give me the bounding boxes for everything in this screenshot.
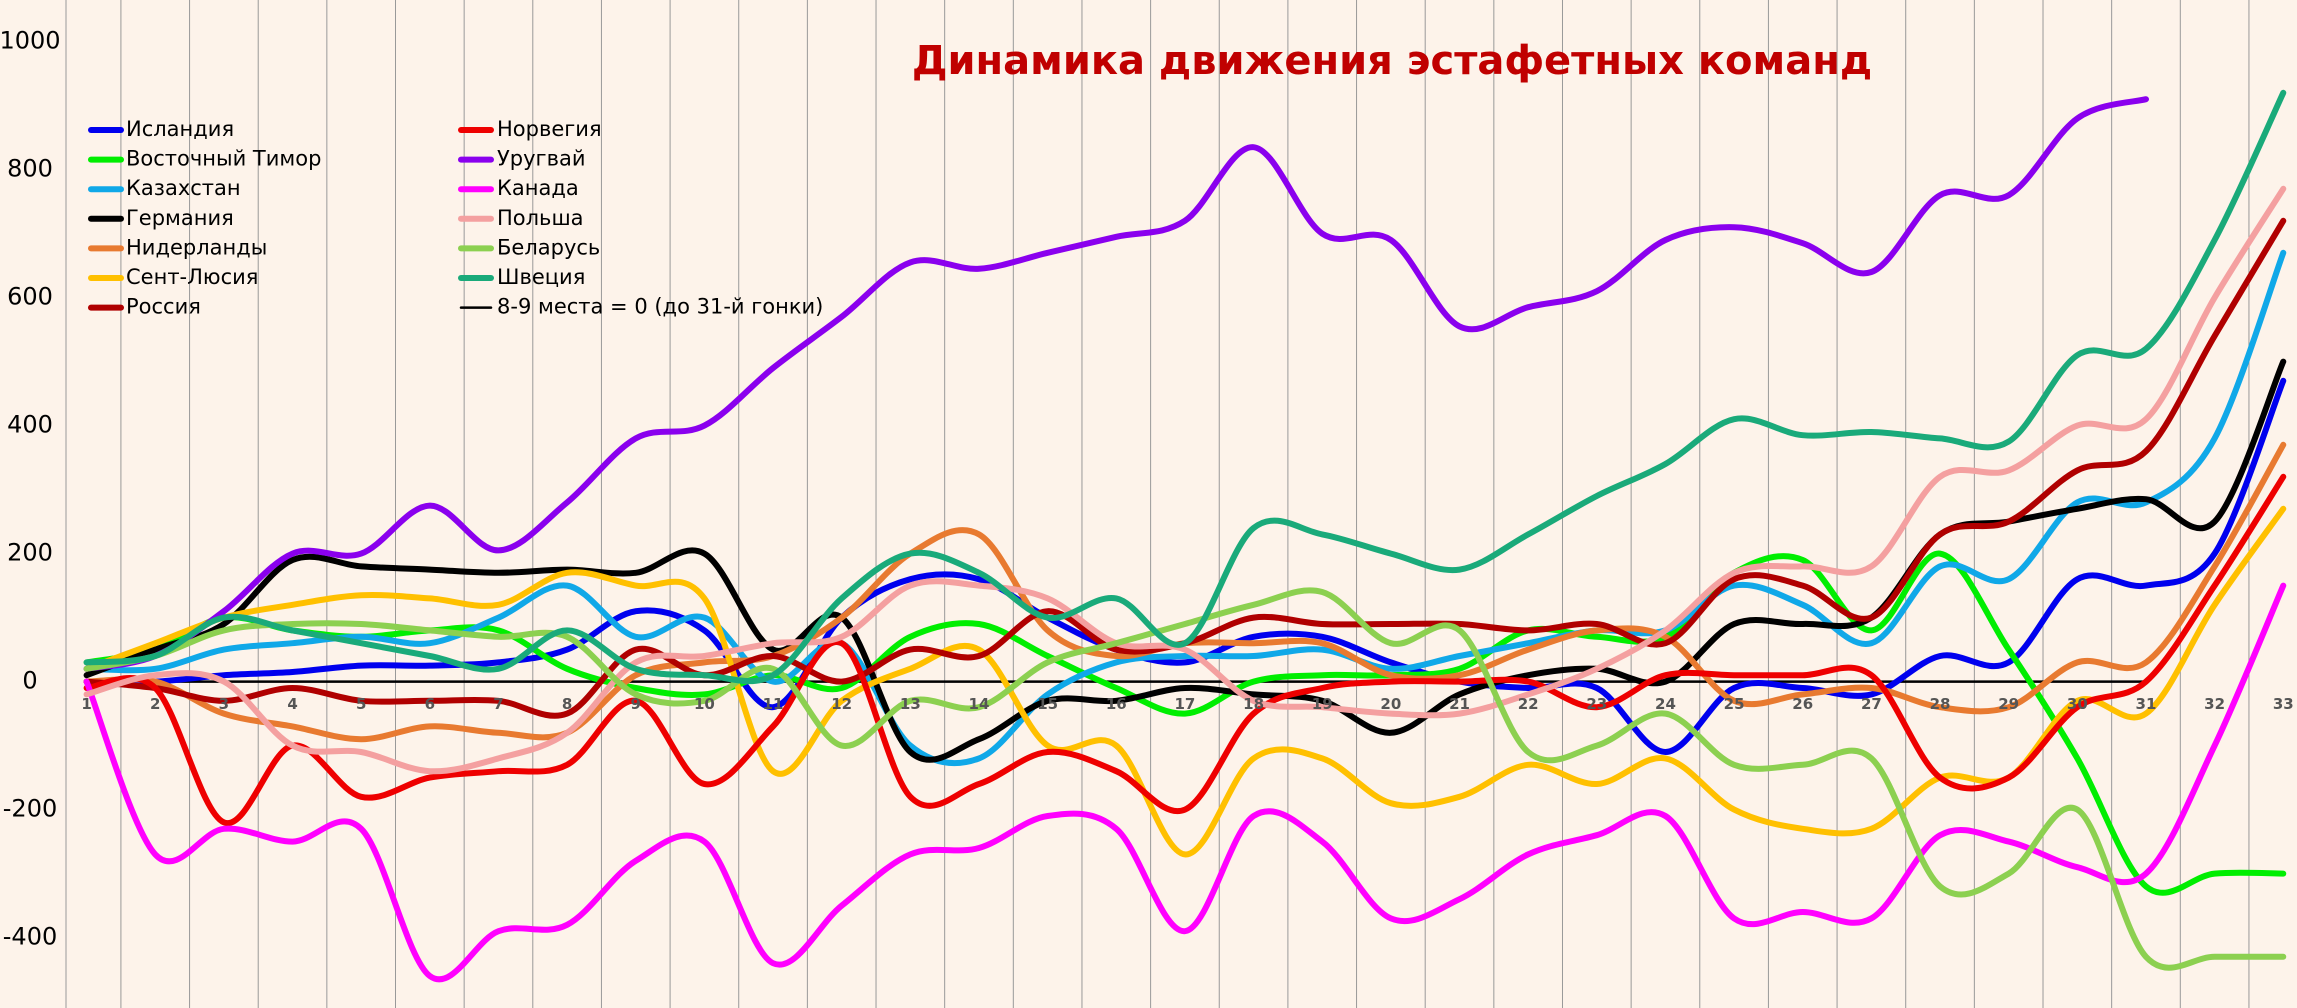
series-line [83, 582, 2287, 983]
series-line [83, 89, 2287, 685]
x-tick-label: 24 [1655, 695, 1676, 713]
y-tick-label: -400 [3, 923, 57, 951]
x-tick-label: 15 [1037, 695, 1058, 713]
x-tick-label: 27 [1861, 695, 1882, 713]
x-tick-label: 6 [425, 695, 435, 713]
x-tick-label: 20 [1380, 695, 1401, 713]
x-tick-label: 23 [1586, 695, 1607, 713]
x-tick-label: 5 [356, 695, 366, 713]
x-tick-label: 19 [1312, 695, 1333, 713]
legend-label: Нидерланды [126, 235, 267, 259]
x-tick-label: 32 [2204, 695, 2225, 713]
legend-label: Германия [126, 206, 234, 230]
lines [83, 89, 2287, 983]
legend-label: Россия [126, 295, 201, 319]
legend-label: Исландия [126, 117, 234, 141]
series-line [83, 473, 2287, 826]
y-tick-label: 200 [7, 539, 53, 567]
y-tick-label: 0 [22, 667, 37, 695]
legend-label: Канада [497, 176, 579, 200]
y-tick-label: 400 [7, 411, 53, 439]
x-tick-label: 28 [1930, 695, 1951, 713]
legend-label: Швеция [497, 265, 585, 289]
x-tick-label: 14 [969, 695, 990, 713]
x-tick-label: 17 [1174, 695, 1195, 713]
x-tick-label: 16 [1106, 695, 1127, 713]
legend-label: Восточный Тимор [126, 147, 321, 171]
series-line [83, 185, 2287, 775]
x-tick-label: 25 [1724, 695, 1745, 713]
x-tick-label: 30 [2067, 695, 2088, 713]
legend-label: 8-9 места = 0 (до 31-й гонки) [497, 295, 823, 319]
x-tick-label: 9 [631, 695, 641, 713]
legend-label: Сент-Люсия [126, 265, 258, 289]
x-tick-label: 13 [900, 695, 921, 713]
x-tick-label: 8 [562, 695, 572, 713]
legend-label: Польша [497, 206, 584, 230]
x-tick-label: 11 [763, 695, 784, 713]
legend-label: Уругвай [497, 147, 585, 171]
x-tick-label: 29 [1998, 695, 2019, 713]
series-line [83, 587, 2287, 971]
legend: Исландия Восточный Тимор Казахстан Германия… [88, 117, 823, 319]
x-tick-label: 1 [81, 695, 91, 713]
series-line [83, 96, 2149, 672]
grid [65, 0, 2250, 1008]
x-tick-label: 4 [287, 695, 297, 713]
legend-label: Казахстан [126, 176, 241, 200]
series-line [83, 217, 2287, 719]
y-tick-label: -200 [3, 795, 57, 823]
x-tick-label: 3 [219, 695, 229, 713]
x-tick-label: 12 [831, 695, 852, 713]
legend-label: Норвегия [497, 117, 602, 141]
y-tick-label: 800 [7, 155, 53, 183]
x-tick-label: 2 [150, 695, 160, 713]
x-tick-label: 21 [1449, 695, 1470, 713]
y-tick-label: 600 [7, 283, 53, 311]
x-tick-label: 10 [694, 695, 715, 713]
x-tick-label: 33 [2273, 695, 2294, 713]
y-tick-label: 1000 [0, 27, 61, 55]
x-tick-label: 22 [1518, 695, 1539, 713]
legend-label: Беларусь [497, 235, 600, 259]
x-tick-label: 31 [2136, 695, 2157, 713]
x-tick-label: 26 [1792, 695, 1813, 713]
chart-title: Динамика движения эстафетных команд [912, 38, 1872, 84]
x-tick-label: 18 [1243, 695, 1264, 713]
x-tick-label: 7 [493, 695, 503, 713]
